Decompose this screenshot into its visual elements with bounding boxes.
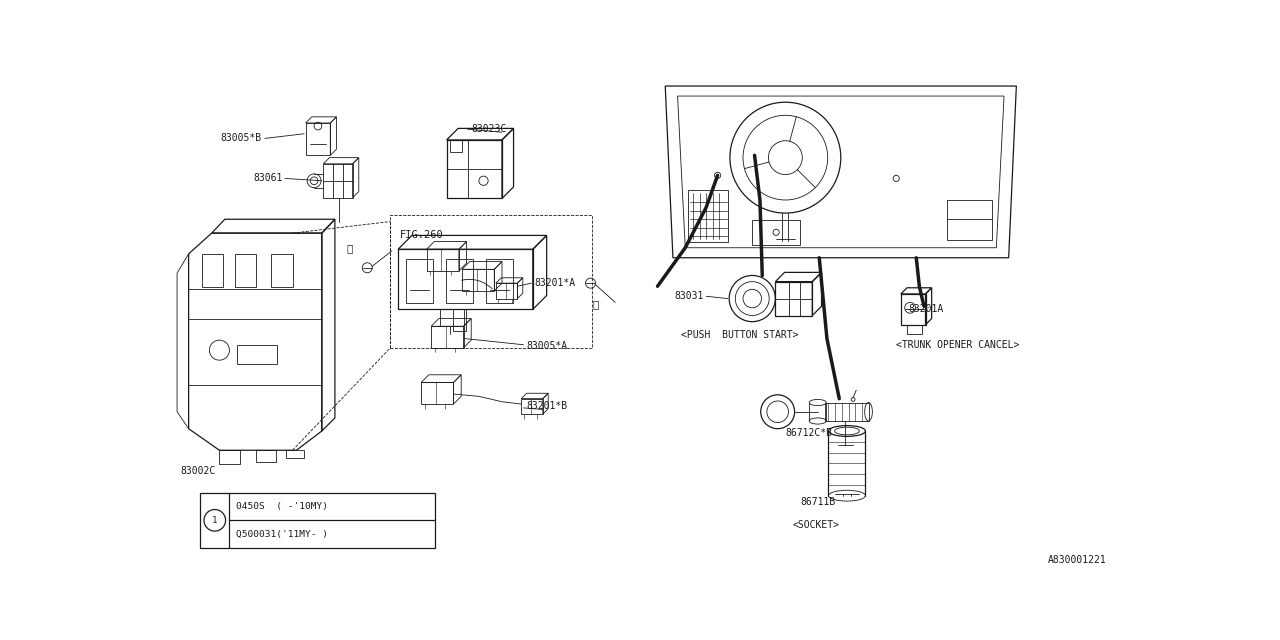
Text: A830001221: A830001221 bbox=[1048, 556, 1106, 565]
Text: <PUSH  BUTTON START>: <PUSH BUTTON START> bbox=[681, 330, 799, 340]
Text: 86711B: 86711B bbox=[801, 497, 836, 507]
Text: <SOCKET>: <SOCKET> bbox=[794, 520, 840, 530]
Bar bbox=[689, 190, 728, 243]
Text: FIG.260: FIG.260 bbox=[401, 230, 444, 239]
Text: 83002C: 83002C bbox=[180, 466, 215, 476]
Text: 83005*A: 83005*A bbox=[526, 341, 568, 351]
Text: ①: ① bbox=[347, 243, 353, 253]
Text: ①: ① bbox=[593, 299, 599, 309]
Bar bbox=[753, 220, 800, 244]
Text: 0450S  ( -'10MY): 0450S ( -'10MY) bbox=[236, 502, 328, 511]
Text: 83023C: 83023C bbox=[471, 124, 507, 134]
Text: Q500031('11MY- ): Q500031('11MY- ) bbox=[236, 530, 328, 539]
Bar bbox=[237, 345, 278, 364]
Text: 86712C*B: 86712C*B bbox=[786, 428, 832, 438]
Text: 83201A: 83201A bbox=[909, 305, 943, 314]
Text: 83061: 83061 bbox=[253, 173, 283, 184]
Text: 83201*B: 83201*B bbox=[526, 401, 568, 412]
Text: <TRUNK OPENER CANCEL>: <TRUNK OPENER CANCEL> bbox=[896, 340, 1020, 349]
Bar bbox=[390, 216, 593, 348]
Text: 83005*B: 83005*B bbox=[220, 133, 262, 143]
Text: 83201*A: 83201*A bbox=[534, 278, 576, 288]
Bar bbox=[947, 200, 992, 240]
Bar bbox=[200, 493, 435, 548]
Text: 1: 1 bbox=[212, 516, 218, 525]
Text: 83031: 83031 bbox=[675, 291, 704, 301]
